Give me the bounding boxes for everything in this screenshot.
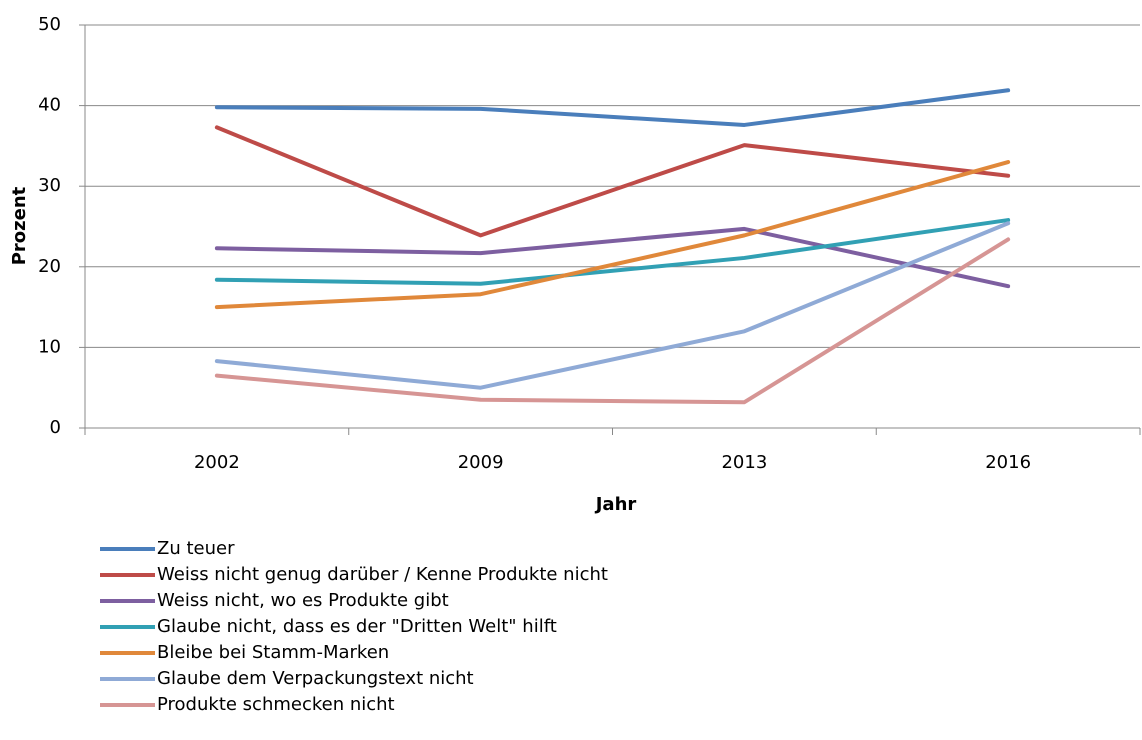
legend-label: Glaube nicht, dass es der "Dritten Welt"…: [157, 616, 557, 637]
y-tick-label: 30: [38, 175, 61, 196]
x-tick-label: 2013: [721, 452, 767, 473]
y-tick-label: 50: [38, 14, 61, 35]
series-line: [214, 221, 1011, 390]
series-line: [214, 160, 1011, 310]
x-tick-label: 2002: [194, 452, 240, 473]
y-axis-label: Prozent: [9, 186, 30, 265]
series-line: [214, 125, 1011, 238]
series-line: [214, 88, 1011, 127]
series-line: [214, 218, 1011, 286]
x-axis-label: Jahr: [594, 494, 637, 515]
legend-label: Weiss nicht, wo es Produkte gibt: [157, 590, 449, 611]
legend-label: Weiss nicht genug darüber / Kenne Produk…: [157, 564, 608, 585]
legend-label: Glaube dem Verpackungstext nicht: [157, 668, 474, 689]
y-tick-label: 40: [38, 95, 61, 116]
series-line: [214, 226, 1011, 289]
y-tick-label: 20: [38, 256, 61, 277]
legend-label: Zu teuer: [157, 538, 235, 559]
x-tick-label: 2016: [985, 452, 1031, 473]
x-tick-label: 2009: [458, 452, 504, 473]
series-line: [214, 237, 1011, 405]
legend-label: Produkte schmecken nicht: [157, 694, 395, 715]
y-tick-label: 0: [50, 417, 61, 438]
y-tick-label: 10: [38, 336, 61, 357]
legend-label: Bleibe bei Stamm-Marken: [157, 642, 389, 663]
